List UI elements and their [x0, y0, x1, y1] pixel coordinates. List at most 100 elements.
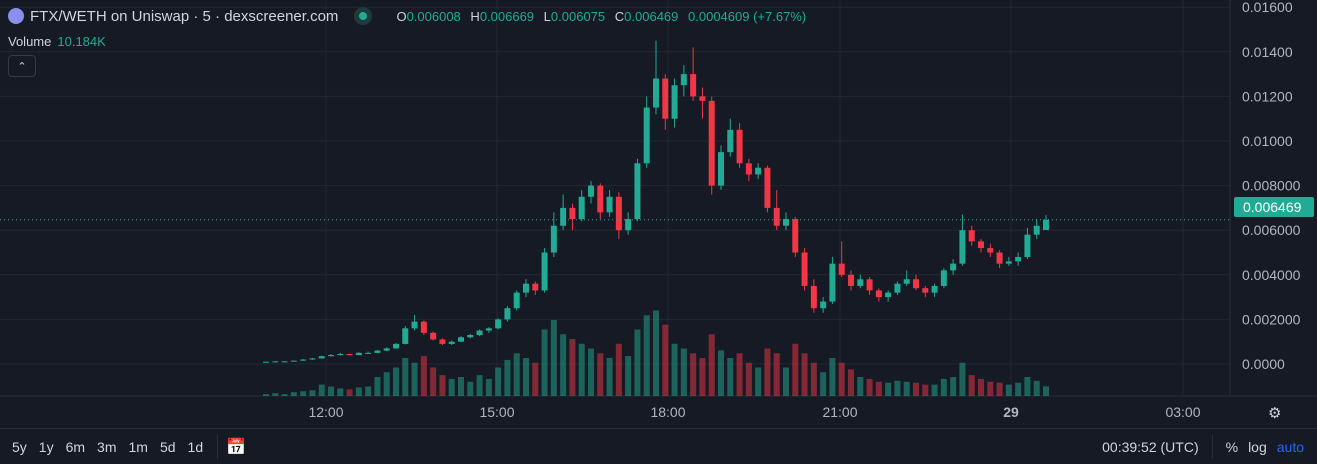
price-chart[interactable]: 0.01600 0.01400 0.01200 0.01000 0.008000 0.00…	[0, 0, 1317, 428]
candle-body	[866, 279, 873, 291]
y-tick-label: 0.01000	[1242, 133, 1293, 149]
candle-body	[495, 319, 502, 329]
volume-bar	[922, 384, 929, 396]
open-value: 0.006008	[406, 8, 461, 24]
volume-bar	[615, 343, 622, 396]
volume-bar	[355, 387, 362, 396]
candle-body	[745, 163, 752, 175]
candle-body	[764, 167, 771, 208]
volume-bar	[764, 348, 771, 396]
volume-bar	[783, 367, 789, 396]
range-button[interactable]: 1m	[128, 438, 148, 455]
candle-body	[300, 359, 307, 361]
candle-body	[346, 353, 353, 356]
candle-body	[829, 263, 836, 302]
candle-body	[272, 361, 279, 363]
volume-bar	[374, 377, 381, 396]
candle-body	[588, 185, 594, 197]
volume-bar	[653, 310, 659, 396]
volume-bar	[504, 359, 511, 396]
candle-body	[699, 96, 706, 101]
percent-toggle[interactable]: %	[1225, 438, 1239, 455]
candle-body	[736, 129, 743, 164]
volume-bar	[968, 375, 975, 396]
candle-body	[773, 207, 780, 226]
x-tick-label: 12:00	[308, 404, 343, 420]
volume-bar	[328, 386, 334, 396]
y-tick-label: 0.0000	[1242, 356, 1285, 372]
range-button[interactable]: 3m	[97, 438, 117, 455]
goto-date-icon[interactable]: 📅	[226, 438, 247, 456]
log-toggle[interactable]: log	[1248, 438, 1267, 455]
live-status-icon	[354, 7, 373, 25]
volume-bar	[597, 353, 604, 396]
candle-body	[653, 78, 659, 108]
candle-body	[290, 360, 297, 362]
chart-settings-icon[interactable]: ⚙	[1268, 405, 1282, 422]
volume-bar	[430, 367, 437, 396]
candle-body	[690, 74, 697, 97]
candle-body	[383, 348, 390, 351]
volume-bar	[810, 362, 817, 396]
collapse-legend-button[interactable]: ⌃	[8, 55, 36, 77]
volume-bar	[820, 372, 827, 396]
auto-scale-toggle[interactable]: auto	[1276, 438, 1304, 455]
candle-body	[996, 252, 1003, 264]
volume-bar	[634, 329, 641, 396]
volume-label: Volume	[8, 34, 52, 49]
chart-legend: FTX/WETH on Uniswap · 5 · dexscreener.co…	[8, 7, 806, 25]
candle-body	[523, 283, 529, 293]
volume-bar	[708, 334, 715, 396]
volume-bar	[690, 353, 697, 396]
volume-bar	[448, 378, 455, 396]
ohlc-values: O0.006008 H0.006669 L0.006075 C0.006469 …	[396, 8, 807, 24]
volume-bar	[671, 343, 678, 396]
range-button[interactable]: 6m	[65, 438, 86, 455]
volume-bar	[736, 353, 743, 396]
volume-bar	[987, 381, 994, 396]
volume-bar	[346, 389, 353, 396]
candle-body	[513, 292, 520, 309]
x-tick-label: 21:00	[822, 404, 857, 420]
volume-bar	[532, 362, 539, 396]
volume-bar	[866, 378, 873, 396]
candle-body	[309, 358, 316, 360]
volume-bar	[263, 394, 269, 396]
candle-body	[857, 279, 864, 286]
range-button[interactable]: 1y	[38, 438, 54, 455]
volume-bar	[885, 382, 892, 396]
volume-bar	[931, 384, 938, 396]
candle-body	[1005, 261, 1012, 264]
x-tick-label: 18:00	[650, 404, 685, 420]
range-button[interactable]: 5d	[159, 438, 176, 455]
candle-body	[885, 292, 892, 298]
candle-body	[402, 328, 409, 344]
volume-bar	[560, 334, 567, 396]
x-tick-label: 15:00	[479, 404, 514, 420]
candle-body	[1024, 234, 1031, 257]
candle-body	[708, 100, 715, 186]
volume-bar	[699, 358, 706, 396]
volume-bar	[792, 343, 799, 396]
candle-body	[355, 352, 362, 356]
volume-bar	[588, 348, 594, 396]
candle-body	[671, 85, 678, 119]
volume-bar	[337, 388, 344, 396]
y-tick-label: 0.01400	[1242, 44, 1293, 60]
candle-body	[643, 107, 650, 164]
candle-body	[783, 219, 789, 226]
y-tick-label: 0.01200	[1242, 88, 1293, 104]
volume-bar	[838, 362, 845, 396]
volume-bar	[848, 369, 854, 396]
range-button[interactable]: 5y	[12, 438, 27, 455]
candle-body	[894, 283, 901, 293]
candle-body	[1033, 225, 1040, 235]
candle-body	[560, 207, 567, 226]
candle-body	[263, 361, 269, 363]
range-button[interactable]: 1d	[187, 438, 204, 455]
volume-bar	[467, 381, 474, 396]
volume-bar	[290, 392, 297, 396]
candle-body	[801, 252, 808, 286]
volume-bar	[393, 367, 399, 396]
candle-body	[550, 225, 557, 253]
